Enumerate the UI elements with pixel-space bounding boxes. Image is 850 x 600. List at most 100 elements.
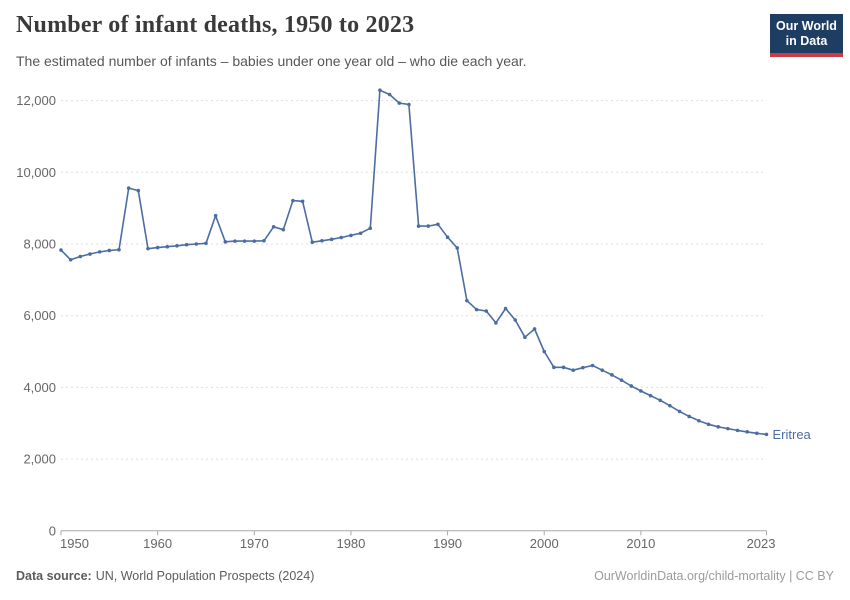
data-point [735, 428, 740, 433]
data-point [581, 365, 585, 370]
data-point [426, 224, 431, 228]
series-line-eritrea [60, 89, 768, 436]
data-point [242, 239, 247, 243]
owid-logo[interactable]: Our World in Data [770, 14, 843, 57]
data-point [165, 244, 170, 249]
data-point [223, 240, 228, 244]
data-point [378, 88, 382, 93]
y-axis-tick-label: 6,000 [23, 308, 56, 323]
data-point [445, 235, 450, 239]
data-point [513, 318, 518, 322]
data-point [648, 393, 653, 398]
data-point [184, 242, 189, 247]
data-point [155, 245, 160, 250]
owid-logo-line2: in Data [785, 33, 828, 48]
data-point [339, 235, 344, 240]
data-point [706, 422, 711, 427]
data-point [387, 92, 392, 97]
data-point [310, 240, 315, 245]
y-axis-tick-label: 2,000 [23, 452, 56, 467]
data-point [291, 198, 295, 203]
data-point [687, 414, 691, 419]
data-point [368, 226, 373, 231]
data-point [68, 257, 73, 262]
y-axis-tick-label: 10,000 [16, 165, 56, 180]
data-point [117, 247, 121, 252]
data-point [262, 238, 266, 243]
data-point [677, 409, 682, 414]
x-axis-tick-label: 1970 [240, 536, 269, 551]
data-point [745, 430, 749, 434]
data-point [523, 335, 527, 340]
x-axis-tick-label: 2023 [747, 536, 776, 551]
data-point [668, 403, 672, 408]
data-point [349, 233, 353, 238]
data-point [474, 307, 479, 312]
citation-link[interactable]: OurWorldinData.org/child-mortality | CC … [594, 569, 834, 583]
data-point [436, 222, 440, 227]
x-axis-tick-label: 1990 [433, 536, 462, 551]
y-axis-tick-label: 0 [49, 523, 56, 538]
data-point [358, 231, 363, 236]
y-axis-tick-label: 12,000 [16, 93, 56, 108]
data-point [552, 365, 556, 370]
data-point [397, 101, 402, 105]
data-point [78, 254, 83, 259]
data-point [697, 418, 701, 423]
data-point [764, 432, 769, 437]
owid-logo-line1: Our World [776, 18, 837, 33]
data-point [658, 398, 662, 403]
data-point [271, 224, 276, 229]
data-point [126, 186, 131, 190]
x-axis-tick-label: 2000 [530, 536, 559, 551]
data-point [329, 237, 334, 242]
data-source-note: Data source: UN, World Population Prospec… [16, 569, 314, 583]
data-point [213, 213, 218, 218]
x-axis-tick-label: 1980 [336, 536, 365, 551]
x-axis-tick-label: 1960 [143, 536, 172, 551]
data-point [175, 243, 179, 248]
data-point [252, 239, 257, 243]
data-point [97, 250, 102, 254]
data-point [716, 425, 720, 429]
data-point [88, 252, 92, 256]
data-point [619, 378, 624, 383]
data-point [300, 199, 305, 204]
data-point [204, 241, 208, 246]
data-point [532, 327, 537, 331]
data-source-label: Data source: [16, 569, 92, 583]
data-point [59, 248, 63, 252]
data-point [194, 242, 199, 246]
x-axis-tick-label: 1950 [60, 536, 89, 551]
y-axis-tick-label: 4,000 [23, 380, 56, 395]
data-point [600, 368, 605, 372]
data-point [407, 102, 411, 107]
data-point [590, 363, 595, 368]
data-point [465, 298, 469, 303]
data-point [416, 224, 421, 228]
data-point [755, 431, 759, 436]
data-point [610, 373, 614, 377]
data-point [281, 227, 286, 232]
data-point [494, 321, 498, 325]
data-source-text: UN, World Population Prospects (2024) [95, 569, 315, 583]
chart-subtitle: The estimated number of infants – babies… [16, 53, 527, 69]
data-point [484, 309, 489, 313]
data-point [561, 365, 566, 370]
series-end-label[interactable]: Eritrea [773, 427, 812, 442]
x-axis-tick-label: 2010 [626, 536, 655, 551]
data-point [503, 306, 508, 311]
data-point [455, 246, 460, 250]
data-point [571, 368, 576, 372]
page-title: Number of infant deaths, 1950 to 2023 [16, 12, 415, 38]
chart-footer: Data source: UN, World Population Prospec… [16, 569, 834, 583]
data-point [136, 188, 141, 193]
data-point [726, 426, 730, 431]
data-point [639, 389, 643, 393]
data-point [320, 238, 324, 243]
data-point [629, 384, 633, 388]
data-point [542, 349, 547, 354]
data-point [107, 248, 112, 253]
